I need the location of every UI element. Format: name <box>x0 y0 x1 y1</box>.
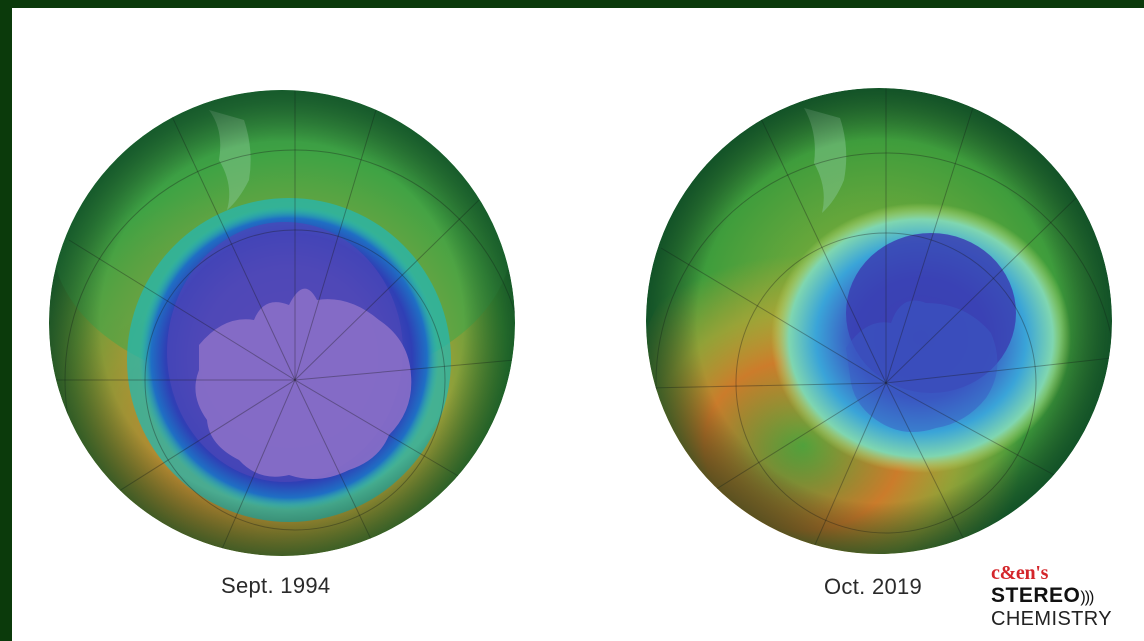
ozone-map-2019 <box>646 88 1112 554</box>
caption-1994: Sept. 1994 <box>221 573 331 598</box>
logo-program: STEREO))) <box>991 584 1094 608</box>
logo-program-text: STEREO <box>991 584 1081 607</box>
caption-2019: Oct. 2019 <box>824 574 923 599</box>
logo-brand: c&en's <box>991 562 1049 584</box>
logo-subtitle: CHEMISTRY <box>991 608 1113 630</box>
ozone-map-1994 <box>49 90 515 556</box>
comparison-panel: Sept. 1994 Oct. 2019 c&en's STEREO))) CH… <box>12 8 1144 641</box>
cen-stereo-chemistry-logo: c&en's STEREO))) CHEMISTRY <box>977 562 1127 638</box>
sound-waves-icon: ))) <box>1080 589 1094 606</box>
